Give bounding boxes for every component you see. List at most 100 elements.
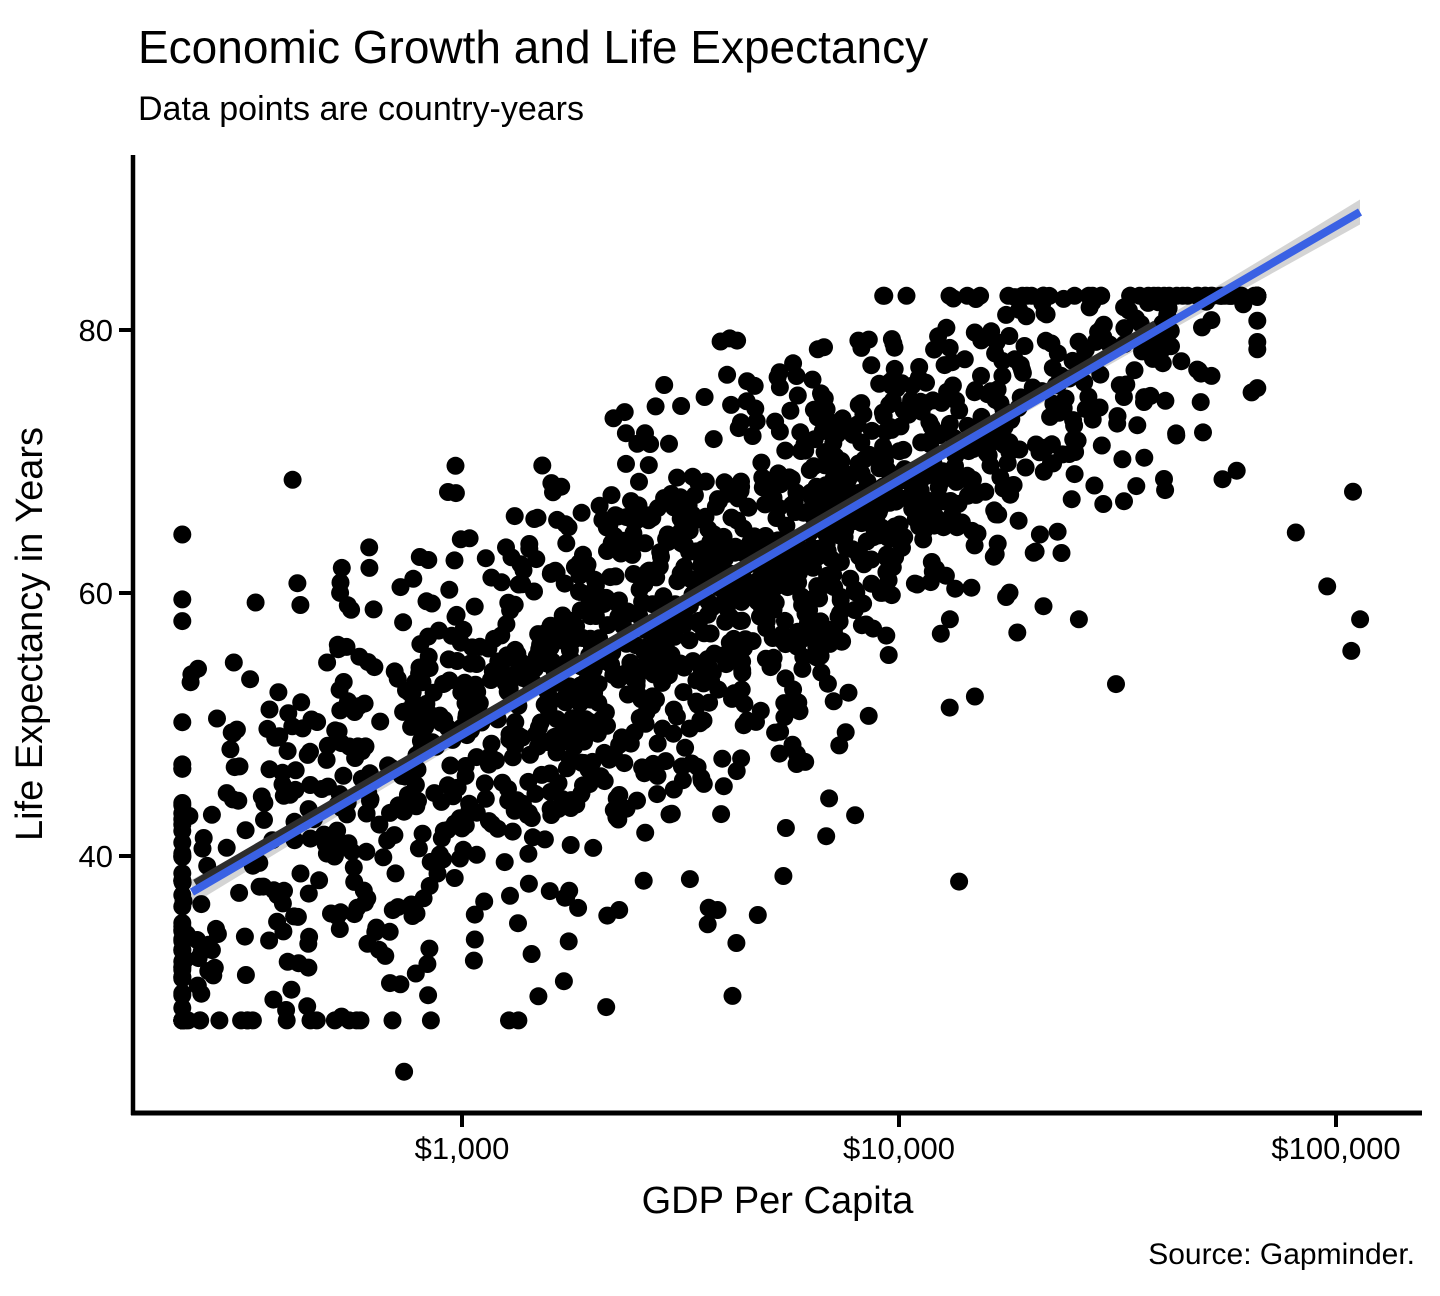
data-point xyxy=(732,749,751,768)
data-point xyxy=(1342,641,1361,660)
data-point xyxy=(781,401,800,420)
data-point xyxy=(972,331,991,350)
data-point xyxy=(764,488,783,507)
data-point xyxy=(738,372,757,391)
data-point xyxy=(672,397,691,415)
data-point xyxy=(522,945,541,963)
data-point xyxy=(331,903,350,922)
data-point xyxy=(526,784,545,803)
data-point xyxy=(1053,445,1072,464)
data-point xyxy=(955,350,974,369)
data-point xyxy=(476,789,495,808)
data-point xyxy=(892,374,911,393)
data-point xyxy=(771,722,790,741)
data-point xyxy=(1089,322,1108,341)
data-point xyxy=(1248,287,1267,305)
data-point xyxy=(945,459,964,478)
data-point xyxy=(505,595,524,614)
data-point xyxy=(464,951,483,970)
data-point xyxy=(792,442,810,460)
data-point xyxy=(520,535,539,553)
data-point xyxy=(394,613,413,632)
data-point xyxy=(1026,542,1045,561)
data-point xyxy=(849,331,868,350)
data-point xyxy=(748,906,767,924)
data-point xyxy=(173,612,192,631)
data-point xyxy=(940,610,959,629)
chart-title: Economic Growth and Life Expectancy xyxy=(138,21,929,73)
data-point xyxy=(344,858,363,877)
data-point xyxy=(808,577,827,596)
data-point xyxy=(668,468,687,487)
data-point xyxy=(923,391,942,410)
data-point xyxy=(557,888,576,907)
data-point xyxy=(841,569,860,588)
data-point xyxy=(817,827,836,846)
data-point xyxy=(1065,465,1084,484)
data-point xyxy=(173,847,192,866)
data-point xyxy=(509,1011,528,1030)
data-point xyxy=(541,783,560,801)
data-point xyxy=(897,286,916,305)
data-point xyxy=(594,594,613,613)
data-point xyxy=(329,722,348,741)
data-point xyxy=(207,919,225,938)
data-point xyxy=(774,867,793,885)
data-point xyxy=(1135,448,1154,467)
data-point xyxy=(523,828,542,847)
data-point xyxy=(505,665,524,684)
data-point xyxy=(660,434,678,453)
data-point xyxy=(624,565,643,583)
data-point xyxy=(852,394,871,413)
data-point xyxy=(529,625,548,644)
data-point xyxy=(920,413,939,432)
data-point xyxy=(640,561,659,580)
data-point xyxy=(1248,379,1267,398)
data-point xyxy=(637,703,656,722)
data-point xyxy=(574,545,592,564)
data-point xyxy=(282,980,301,999)
data-point xyxy=(727,651,746,670)
data-point xyxy=(572,503,591,522)
data-point xyxy=(560,641,579,660)
data-point xyxy=(612,600,631,619)
data-point xyxy=(485,629,504,648)
data-point xyxy=(173,590,192,609)
data-point xyxy=(521,745,540,764)
data-point xyxy=(191,1011,210,1030)
data-point xyxy=(718,365,737,384)
data-point xyxy=(482,734,501,753)
data-point xyxy=(317,750,336,769)
data-point xyxy=(374,848,393,867)
data-point xyxy=(301,829,320,848)
data-point xyxy=(738,497,757,516)
data-point xyxy=(676,738,695,757)
data-point xyxy=(931,624,950,643)
data-point xyxy=(1121,286,1140,305)
data-point xyxy=(554,972,573,991)
data-point xyxy=(301,742,319,761)
data-point xyxy=(1000,583,1019,602)
data-point xyxy=(542,563,561,582)
data-point xyxy=(993,352,1012,370)
data-point xyxy=(467,655,486,673)
data-point xyxy=(815,443,834,462)
data-point xyxy=(950,872,969,891)
data-point xyxy=(905,574,924,593)
data-point xyxy=(851,547,870,566)
data-point xyxy=(1079,387,1098,406)
data-point xyxy=(556,515,575,534)
data-point xyxy=(804,400,823,419)
data-point xyxy=(1213,470,1232,489)
data-point xyxy=(484,663,503,682)
data-point xyxy=(403,907,422,925)
data-point xyxy=(999,286,1018,305)
data-point xyxy=(877,626,896,645)
data-point xyxy=(1010,440,1029,459)
data-point xyxy=(202,805,221,824)
data-point xyxy=(418,955,437,973)
data-point xyxy=(528,508,547,527)
data-point xyxy=(1248,311,1267,330)
data-point xyxy=(1030,525,1049,544)
data-point xyxy=(597,998,616,1017)
